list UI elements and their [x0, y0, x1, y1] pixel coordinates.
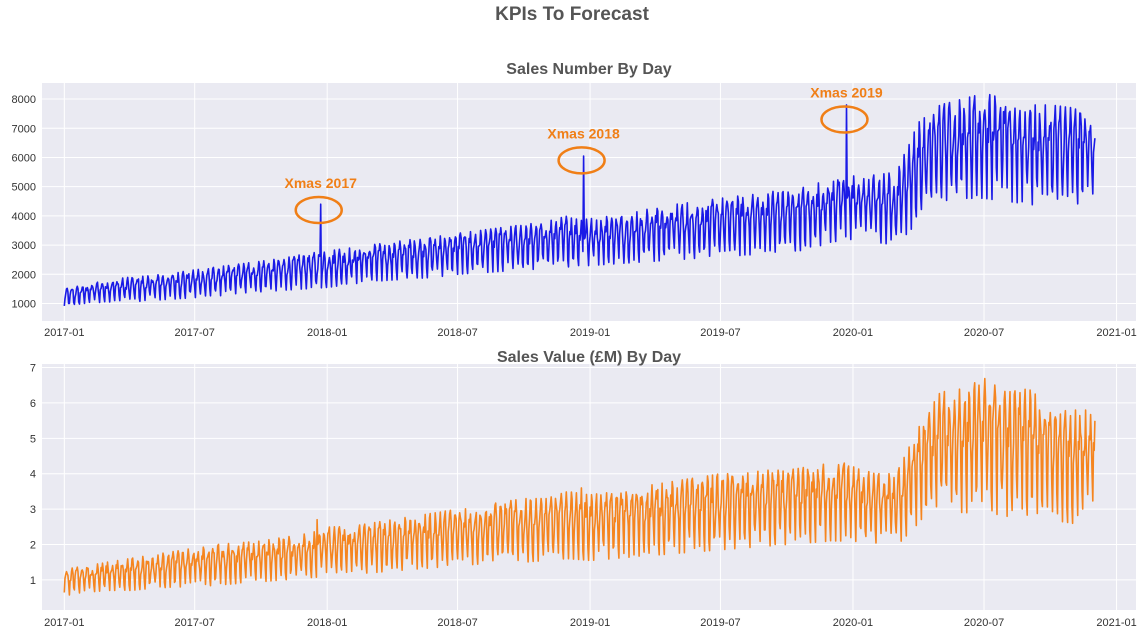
sales-number-x-tick-label: 2017-01 [44, 327, 84, 339]
sales-value-y-tick-label: 5 [30, 433, 36, 445]
sales-value-x-tick-label: 2019-07 [700, 617, 740, 629]
sales-number-y-tick-label: 5000 [12, 182, 36, 194]
sales-value-x-tick-label: 2017-07 [174, 617, 214, 629]
sales-value-y-tick-label: 1 [30, 575, 36, 587]
sales-number-x-tick-label: 2019-01 [570, 327, 610, 339]
sales-number-annotation-circle [557, 146, 606, 175]
sales-value-x-tick-label: 2020-07 [964, 617, 1004, 629]
sales-number-series-line-0 [63, 93, 1096, 306]
sales-number-y-tick-label: 1000 [12, 298, 36, 310]
sales-number-annotation-circle [294, 195, 343, 225]
sales-number-x-tick-label: 2020-01 [833, 327, 873, 339]
sales-value-x-tick-label: 2018-07 [437, 617, 477, 629]
sales-value-x-tick-label: 2021-01 [1096, 617, 1136, 629]
sales-number-annotation-label: Xmas 2019 [810, 85, 883, 101]
sales-number-y-tick-label: 6000 [12, 152, 36, 164]
sales-value-y-tick-label: 3 [30, 504, 36, 516]
sales-number-x-tick-label: 2017-07 [174, 327, 214, 339]
sales-value-y-tick-label: 4 [30, 469, 36, 481]
sales-number-annotation-label: Xmas 2017 [285, 175, 358, 191]
sales-value-x-tick-label: 2018-01 [307, 617, 347, 629]
sales-number-x-tick-label: 2021-01 [1096, 327, 1136, 339]
sales-value-x-tick-label: 2019-01 [570, 617, 610, 629]
sales-number-y-tick-label: 4000 [12, 211, 36, 223]
sales-number-x-tick-label: 2018-01 [307, 327, 347, 339]
sales-value-x-tick-label: 2017-01 [44, 617, 84, 629]
sales-value-y-tick-label: 2 [30, 540, 36, 552]
sales-number-annotation-label: Xmas 2018 [547, 125, 620, 141]
sales-number-y-tick-label: 8000 [12, 94, 36, 106]
sales-value-y-tick-label: 6 [30, 398, 36, 410]
sales-number-x-tick-label: 2018-07 [437, 327, 477, 339]
sales-number-chart-title: Sales Number By Day [506, 61, 672, 78]
sales-number-annotation-circle [820, 105, 869, 134]
sales-value-series-line-0 [63, 377, 1096, 596]
sales-number-y-tick-label: 7000 [12, 123, 36, 135]
sales-value-y-tick-label: 7 [30, 363, 36, 375]
sales-number-y-tick-label: 2000 [12, 269, 36, 281]
sales-number-x-tick-label: 2020-07 [964, 327, 1004, 339]
sales-value-x-tick-label: 2020-01 [833, 617, 873, 629]
sales-number-y-tick-label: 3000 [12, 240, 36, 252]
figure-title: KPIs To Forecast [495, 4, 649, 25]
sales-value-chart-title: Sales Value (£M) By Day [497, 349, 681, 366]
sales-number-x-tick-label: 2019-07 [700, 327, 740, 339]
